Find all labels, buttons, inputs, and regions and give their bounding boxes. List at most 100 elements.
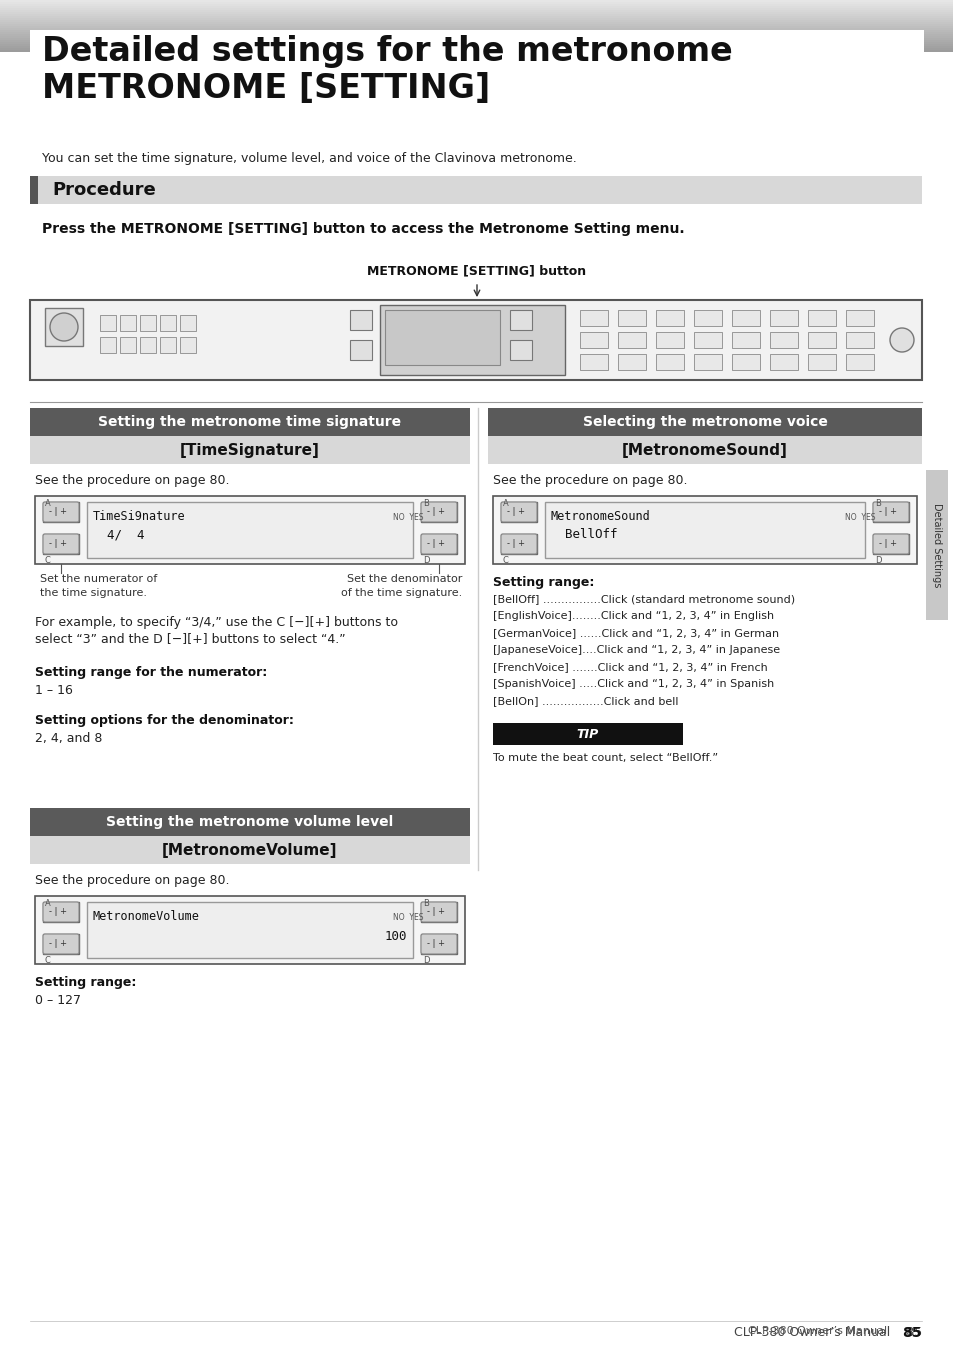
FancyBboxPatch shape [420, 934, 456, 954]
Bar [43, 503, 79, 521]
Text: A: A [502, 499, 508, 508]
Bar [656, 354, 683, 370]
Text: [FrenchVoice] .......Click and “1, 2, 3, 4” in French: [FrenchVoice] .......Click and “1, 2, 3,… [493, 662, 767, 671]
Bar [0, 32, 953, 35]
Text: [MetronomeSound]: [MetronomeSound] [621, 443, 787, 458]
Text: - | +: - | + [506, 508, 524, 516]
Bar [379, 305, 564, 376]
Text: Set the numerator of
the time signature.: Set the numerator of the time signature. [40, 574, 157, 598]
Bar [30, 408, 470, 436]
FancyBboxPatch shape [500, 503, 537, 521]
Bar [500, 503, 537, 521]
Bar [0, 36, 953, 38]
FancyBboxPatch shape [43, 902, 79, 921]
Text: - | +: - | + [878, 508, 896, 516]
Text: For example, to specify “3/4,” use the C [−][+] buttons to: For example, to specify “3/4,” use the C… [35, 616, 397, 630]
Bar [30, 176, 38, 204]
Bar [656, 309, 683, 326]
Bar [0, 46, 953, 49]
Text: B: B [874, 499, 880, 508]
Bar [420, 934, 456, 954]
Bar [845, 309, 873, 326]
Text: CLP-380 Owner’s Manual    85: CLP-380 Owner’s Manual 85 [733, 1325, 921, 1339]
Text: 100: 100 [384, 929, 407, 943]
Bar [30, 300, 921, 380]
Bar [350, 309, 372, 330]
Bar [0, 38, 953, 41]
Text: Setting range for the numerator:: Setting range for the numerator: [35, 666, 267, 680]
Text: Setting range:: Setting range: [493, 576, 594, 589]
Bar [43, 534, 79, 554]
Bar [30, 808, 470, 836]
Bar [30, 436, 470, 463]
Bar [30, 30, 923, 145]
Bar [693, 332, 721, 349]
Bar [350, 340, 372, 359]
Bar [845, 332, 873, 349]
Bar [0, 14, 953, 16]
Bar [0, 41, 953, 42]
Bar [693, 309, 721, 326]
Text: 1 – 16: 1 – 16 [35, 684, 72, 697]
Bar [420, 534, 456, 554]
Text: C: C [502, 557, 508, 565]
Text: - | +: - | + [427, 539, 444, 549]
Text: MetronomeVolume: MetronomeVolume [92, 911, 200, 923]
Bar [0, 8, 953, 11]
Text: - | +: - | + [878, 539, 896, 549]
FancyBboxPatch shape [872, 503, 908, 521]
Bar [160, 336, 175, 353]
Text: - | +: - | + [49, 908, 67, 916]
Bar [180, 315, 195, 331]
Bar [0, 45, 953, 46]
Bar [493, 496, 916, 563]
Bar [807, 332, 835, 349]
Bar [0, 50, 953, 53]
Text: [BellOn] .................Click and bell: [BellOn] .................Click and bell [493, 696, 678, 707]
Text: [GermanVoice] ......Click and “1, 2, 3, 4” in German: [GermanVoice] ......Click and “1, 2, 3, … [493, 628, 779, 638]
Text: D: D [422, 557, 429, 565]
Text: [TimeSignature]: [TimeSignature] [180, 443, 319, 458]
Bar [0, 5, 953, 8]
Bar [579, 332, 607, 349]
Bar [0, 30, 953, 32]
Bar [0, 24, 953, 27]
Text: TimeSi9nature: TimeSi9nature [92, 509, 186, 523]
Circle shape [889, 328, 913, 353]
FancyBboxPatch shape [420, 902, 456, 921]
Bar [0, 26, 953, 28]
Bar [0, 0, 953, 3]
Text: D: D [422, 957, 429, 965]
Text: - | +: - | + [49, 939, 67, 948]
Text: C: C [45, 557, 51, 565]
Text: Set the denominator
of the time signature.: Set the denominator of the time signatur… [340, 574, 461, 598]
Text: A: A [45, 898, 51, 908]
Bar [30, 176, 921, 204]
FancyBboxPatch shape [43, 503, 79, 521]
Text: 0 – 127: 0 – 127 [35, 994, 81, 1006]
FancyBboxPatch shape [500, 534, 537, 554]
Bar [45, 308, 83, 346]
Text: See the procedure on page 80.: See the procedure on page 80. [493, 474, 687, 486]
Bar [731, 332, 760, 349]
FancyBboxPatch shape [43, 934, 79, 954]
Bar [420, 503, 456, 521]
Bar [100, 315, 116, 331]
Bar [0, 18, 953, 20]
Bar [510, 309, 532, 330]
Bar [0, 28, 953, 31]
Text: D: D [874, 557, 881, 565]
Text: CLP-380 Owner’s Manual: CLP-380 Owner’s Manual [747, 1325, 886, 1336]
Text: See the procedure on page 80.: See the procedure on page 80. [35, 474, 230, 486]
Bar [618, 354, 645, 370]
Text: [SpanishVoice] .....Click and “1, 2, 3, 4” in Spanish: [SpanishVoice] .....Click and “1, 2, 3, … [493, 680, 774, 689]
Text: - | +: - | + [427, 939, 444, 948]
Bar [544, 503, 864, 558]
Text: Setting range:: Setting range: [35, 975, 136, 989]
Text: A: A [45, 499, 51, 508]
Text: NO  YES: NO YES [844, 513, 875, 523]
Text: B: B [422, 898, 429, 908]
Bar [87, 902, 413, 958]
Bar [510, 340, 532, 359]
FancyBboxPatch shape [43, 534, 79, 554]
